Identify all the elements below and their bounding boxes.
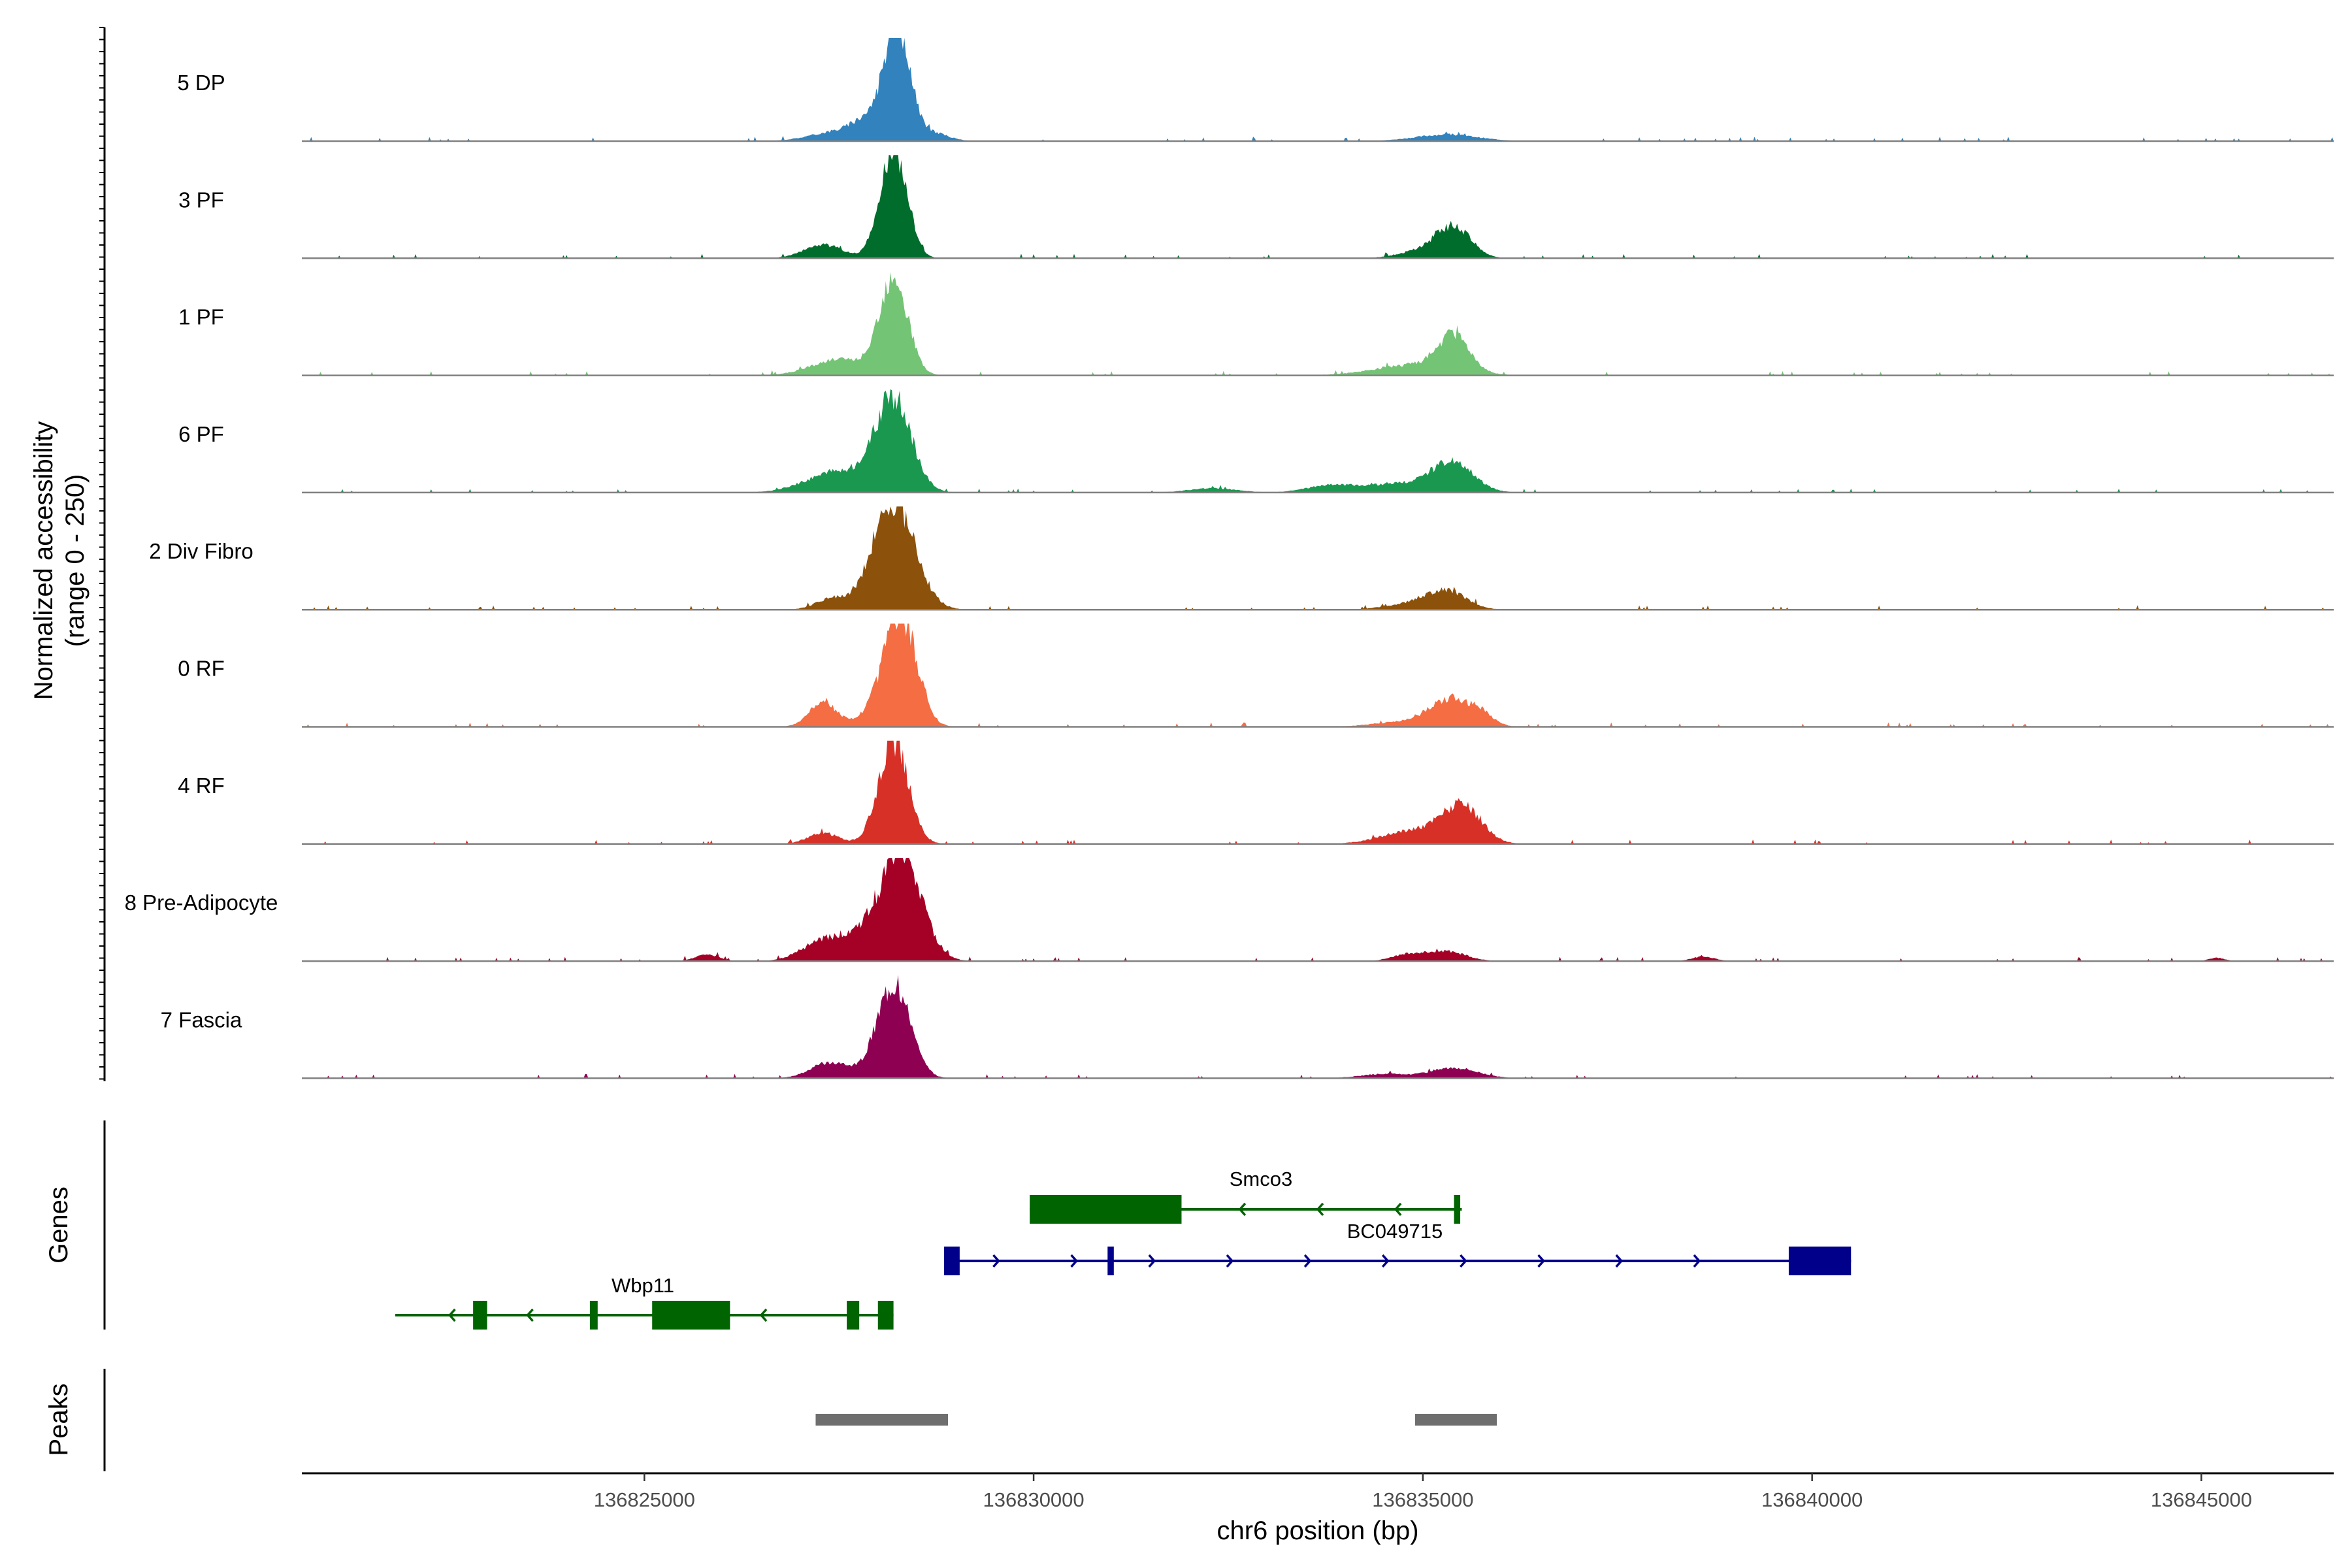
peaks-panel-label: Peaks bbox=[44, 1383, 73, 1456]
gene-exon bbox=[847, 1301, 860, 1330]
peak-region-bar bbox=[1414, 1414, 1497, 1426]
track-label: 4 RF bbox=[178, 774, 225, 798]
gene-exon bbox=[1454, 1195, 1461, 1224]
track-label: 3 PF bbox=[178, 188, 224, 212]
track-1-pf: 1 PF bbox=[178, 272, 2334, 376]
coverage-area bbox=[302, 858, 2334, 962]
coverage-tracks: 5 DP 3 PF 1 PF 6 PF 2 Div Fibro 0 RF 4 RF 8 Pre… bbox=[125, 38, 2334, 1079]
track-7-fascia: 7 Fascia bbox=[161, 975, 2334, 1079]
gene-wbp11: Wbp11 bbox=[395, 1274, 894, 1330]
gene-exon bbox=[944, 1247, 960, 1275]
strand-arrow bbox=[1615, 1254, 1624, 1268]
track-label: 5 DP bbox=[177, 71, 225, 95]
gene-exon bbox=[877, 1301, 894, 1330]
strand-arrow bbox=[1693, 1254, 1701, 1268]
strand-arrow bbox=[1238, 1202, 1247, 1217]
track-label: 1 PF bbox=[178, 305, 224, 329]
track-4-rf: 4 RF bbox=[178, 740, 2334, 845]
x-tick-label: 136835000 bbox=[1372, 1488, 1473, 1511]
track-label: 7 Fascia bbox=[161, 1007, 242, 1032]
track-label: 6 PF bbox=[178, 422, 224, 446]
coverage-area bbox=[302, 623, 2334, 727]
track-2-div-fibro: 2 Div Fibro bbox=[149, 506, 2334, 611]
peak-region-bar bbox=[815, 1414, 949, 1426]
strand-arrow bbox=[1070, 1254, 1078, 1268]
gene-exon bbox=[1107, 1247, 1114, 1275]
gene-name-label: Smco3 bbox=[1230, 1168, 1292, 1190]
strand-arrow bbox=[759, 1308, 768, 1322]
y-axis-title-line2: (range 0 - 250) bbox=[61, 474, 90, 647]
coverage-area bbox=[302, 38, 2334, 141]
x-tick-label: 136845000 bbox=[2151, 1488, 2252, 1511]
genes-panel-label: Genes bbox=[44, 1186, 73, 1264]
strand-arrow bbox=[448, 1308, 456, 1322]
strand-arrow bbox=[1394, 1202, 1402, 1217]
x-tick-label: 136825000 bbox=[594, 1488, 695, 1511]
track-5-dp: 5 DP bbox=[177, 38, 2334, 142]
y-axis-ticks bbox=[99, 27, 105, 1080]
track-8-pre-adipocyte: 8 Pre-Adipocyte bbox=[125, 858, 2334, 962]
track-label: 0 RF bbox=[178, 657, 225, 681]
strand-arrow bbox=[992, 1254, 1000, 1268]
coverage-area bbox=[302, 506, 2334, 610]
coverage-area bbox=[302, 155, 2334, 259]
track-label: 8 Pre-Adipocyte bbox=[125, 890, 278, 915]
x-tick-label: 136830000 bbox=[983, 1488, 1084, 1511]
track-0-rf: 0 RF bbox=[178, 623, 2334, 728]
coverage-area bbox=[302, 272, 2334, 376]
strand-arrow bbox=[1226, 1254, 1234, 1268]
track-3-pf: 3 PF bbox=[178, 155, 2334, 259]
gene-bc049715: BC049715 bbox=[944, 1220, 1852, 1275]
strand-arrow bbox=[526, 1308, 534, 1322]
gene-exon bbox=[1788, 1247, 1852, 1275]
track-label: 2 Div Fibro bbox=[149, 539, 253, 563]
strand-arrow bbox=[1537, 1254, 1545, 1268]
strand-arrow bbox=[1381, 1254, 1390, 1268]
strand-arrow bbox=[1148, 1254, 1156, 1268]
gene-name-label: BC049715 bbox=[1347, 1220, 1443, 1243]
coverage-area bbox=[302, 975, 2334, 1079]
coverage-area bbox=[302, 740, 2334, 844]
coverage-area bbox=[302, 389, 2334, 493]
x-axis-ticks: 136825000 136830000 136835000 136840000 1368… bbox=[594, 1473, 2252, 1511]
gene-exon bbox=[1030, 1195, 1182, 1224]
strand-arrow bbox=[1460, 1254, 1467, 1268]
gene-annotations: Smco3 BC049715 Wbp11 bbox=[395, 1168, 1852, 1330]
gene-smco3: Smco3 bbox=[1030, 1168, 1462, 1224]
gene-exon bbox=[473, 1301, 487, 1330]
peak-regions bbox=[815, 1414, 1497, 1426]
gene-exon bbox=[652, 1301, 730, 1330]
y-axis-title-line1: Normalized accessibility bbox=[29, 421, 58, 700]
x-axis-title: chr6 position (bp) bbox=[1217, 1516, 1418, 1545]
strand-arrow bbox=[1316, 1202, 1324, 1217]
x-tick-label: 136840000 bbox=[1761, 1488, 1863, 1511]
gene-name-label: Wbp11 bbox=[612, 1274, 674, 1297]
gene-exon bbox=[589, 1301, 598, 1330]
track-6-pf: 6 PF bbox=[178, 389, 2334, 494]
strand-arrow bbox=[1303, 1254, 1312, 1268]
